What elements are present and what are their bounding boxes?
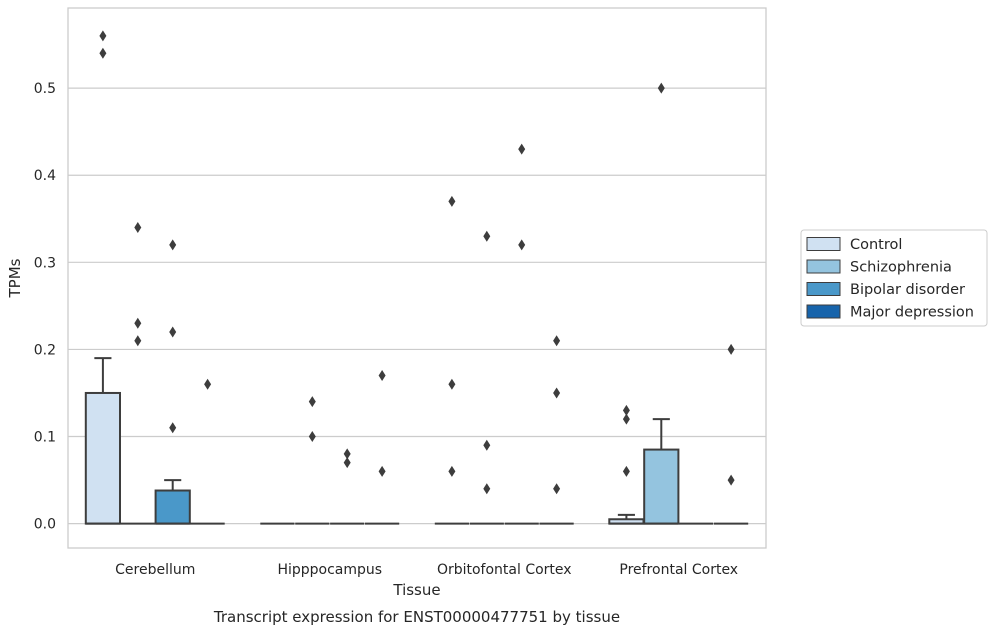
outlier-point bbox=[134, 335, 142, 347]
box-group bbox=[469, 230, 504, 525]
legend-label: Major depression bbox=[850, 305, 974, 321]
box-group bbox=[643, 82, 680, 525]
outlier-point bbox=[483, 439, 491, 451]
legend-swatch bbox=[806, 304, 841, 319]
outlier-point bbox=[448, 378, 456, 390]
box bbox=[154, 489, 191, 525]
outlier-point bbox=[553, 483, 561, 495]
chart-caption: Transcript expression for ENST0000047775… bbox=[213, 608, 620, 626]
box bbox=[84, 391, 122, 525]
outlier-point bbox=[622, 404, 630, 416]
y-tick-label: 0.0 bbox=[34, 517, 56, 533]
outlier-point bbox=[169, 239, 177, 251]
legend-swatch bbox=[806, 259, 841, 274]
box-group bbox=[539, 335, 574, 525]
box bbox=[643, 448, 680, 525]
outlier-point bbox=[448, 195, 456, 207]
x-tick-label: Orbitofontal Cortex bbox=[437, 562, 572, 578]
y-tick-label: 0.1 bbox=[34, 430, 56, 446]
x-tick-label: Prefrontal Cortex bbox=[619, 562, 738, 578]
outlier-point bbox=[448, 465, 456, 477]
box-group bbox=[84, 30, 122, 525]
legend-label: Control bbox=[850, 237, 902, 253]
y-tick-label: 0.5 bbox=[34, 81, 56, 97]
outlier-point bbox=[378, 370, 386, 382]
outlier-point bbox=[99, 47, 107, 59]
outlier-point bbox=[553, 387, 561, 399]
outlier-point bbox=[308, 431, 316, 443]
outlier-point bbox=[378, 465, 386, 477]
legend-swatch bbox=[806, 237, 841, 251]
outlier-point bbox=[343, 457, 351, 469]
box-group bbox=[120, 221, 155, 525]
outlier-point bbox=[483, 483, 491, 495]
box-plot-marks bbox=[84, 30, 749, 525]
y-axis-ticks: 0.0 0.1 0.2 0.3 0.4 0.5 bbox=[34, 81, 56, 532]
y-axis-title: TPMs bbox=[6, 258, 24, 298]
outlier-point bbox=[169, 422, 177, 434]
outlier-point bbox=[99, 30, 107, 42]
box-group bbox=[504, 143, 539, 525]
outlier-point bbox=[343, 448, 351, 460]
x-axis-ticks: Cerebellum Hipppocampus Orbitofontal Corte… bbox=[115, 562, 738, 578]
y-tick-label: 0.2 bbox=[34, 342, 56, 358]
outlier-point bbox=[727, 343, 735, 355]
box-group bbox=[295, 396, 330, 525]
box-group bbox=[190, 378, 225, 525]
outlier-point bbox=[518, 143, 526, 155]
outlier-point bbox=[553, 335, 561, 347]
outlier-point bbox=[518, 239, 526, 251]
box-group bbox=[364, 370, 400, 525]
outlier-point bbox=[727, 474, 735, 486]
outlier-point bbox=[622, 465, 630, 477]
outlier-point bbox=[308, 396, 316, 408]
x-tick-label: Cerebellum bbox=[115, 562, 195, 578]
legend-label: Bipolar disorder bbox=[850, 282, 965, 298]
outlier-point bbox=[204, 378, 212, 390]
y-tick-label: 0.3 bbox=[34, 255, 56, 271]
outlier-point bbox=[134, 317, 142, 329]
legend-label: Schizophrenia bbox=[850, 260, 952, 276]
box-group bbox=[434, 195, 470, 525]
outlier-point bbox=[169, 326, 177, 338]
x-axis-title: Tissue bbox=[392, 581, 440, 599]
box-group bbox=[713, 343, 749, 525]
legend-frame bbox=[800, 229, 988, 327]
x-tick-label: Hipppocampus bbox=[277, 562, 382, 578]
outlier-point bbox=[134, 221, 142, 233]
outlier-point bbox=[622, 413, 630, 425]
y-tick-label: 0.4 bbox=[34, 168, 56, 184]
legend: Control Schizophrenia Bipolar disorder Majo… bbox=[800, 229, 988, 327]
legend-swatch bbox=[806, 282, 841, 296]
outlier-point bbox=[483, 230, 491, 242]
box-group bbox=[330, 448, 365, 525]
box-group bbox=[154, 239, 191, 525]
plot-frame bbox=[67, 7, 767, 549]
outlier-point bbox=[657, 82, 665, 94]
